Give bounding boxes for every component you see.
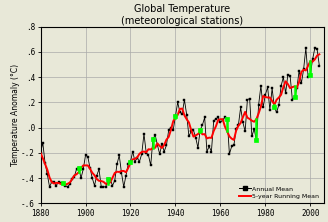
- Y-axis label: Temperature Anomaly (°C): Temperature Anomaly (°C): [11, 64, 20, 166]
- 5-year Running Mean: [214, 125, 218, 128]
- 5-year Running Mean: [302, 68, 306, 71]
- 5-year Running Mean: [275, 98, 278, 101]
- 5-year Running Mean: [281, 86, 285, 89]
- Annual Mean: [275, 111, 278, 114]
- 5-year Running Mean: [318, 53, 321, 56]
- Annual Mean: [302, 68, 306, 71]
- Annual Mean: [39, 151, 43, 154]
- Annual Mean: [113, 179, 117, 182]
- Annual Mean: [48, 186, 51, 188]
- Annual Mean: [318, 64, 321, 67]
- 5-year Running Mean: [113, 172, 117, 174]
- 5-year Running Mean: [39, 151, 43, 154]
- Annual Mean: [304, 47, 308, 49]
- Annual Mean: [281, 76, 285, 78]
- Annual Mean: [214, 117, 218, 120]
- 5-year Running Mean: [106, 182, 110, 185]
- Annual Mean: [106, 178, 110, 181]
- Legend: Annual Mean, 5-year Running Mean: Annual Mean, 5-year Running Mean: [238, 185, 321, 200]
- Title: Global Temperature
(meteorological stations): Global Temperature (meteorological stati…: [121, 4, 243, 26]
- Line: 5-year Running Mean: 5-year Running Mean: [41, 54, 319, 185]
- 5-year Running Mean: [63, 183, 67, 186]
- Line: Annual Mean: Annual Mean: [39, 47, 320, 188]
